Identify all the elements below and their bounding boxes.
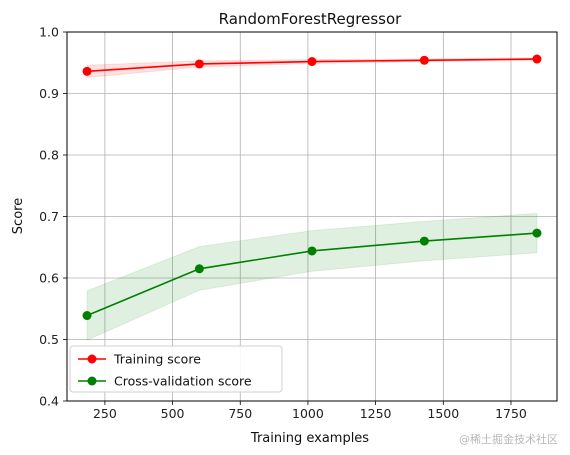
- legend: Training score Cross-validation score: [69, 345, 283, 393]
- series-1-point: [82, 311, 92, 321]
- series-1-point: [532, 228, 542, 238]
- series-1-band: [86, 212, 538, 341]
- legend-swatch-marker: [87, 376, 97, 386]
- x-tick-label: 250: [93, 406, 117, 421]
- confidence-bands: [86, 57, 538, 341]
- y-axis-label: Score: [11, 198, 26, 234]
- legend-box: [69, 345, 283, 393]
- series-0-point: [82, 66, 92, 76]
- series-0-point: [419, 55, 429, 65]
- series-lines: [82, 54, 542, 321]
- series-1-point: [194, 264, 204, 274]
- x-tick-label: 1500: [427, 406, 459, 421]
- y-tick-label: 0.4: [39, 394, 59, 409]
- series-1-point: [419, 236, 429, 246]
- y-tick-label: 0.6: [39, 271, 59, 286]
- legend-entry-label: Cross-validation score: [114, 374, 252, 389]
- x-ticks: 250 500 750 1000 1250 1500 1750: [93, 401, 527, 421]
- series-0-point: [194, 59, 204, 69]
- x-tick-label: 1250: [360, 406, 392, 421]
- series-0-point: [307, 57, 317, 67]
- x-tick-label: 1750: [495, 406, 527, 421]
- x-tick-label: 500: [161, 406, 185, 421]
- y-tick-label: 0.8: [39, 148, 59, 163]
- y-tick-label: 0.7: [39, 209, 59, 224]
- y-tick-label: 1.0: [39, 25, 59, 40]
- x-tick-label: 750: [228, 406, 252, 421]
- series-1-point: [307, 246, 317, 256]
- series-0-point: [532, 54, 542, 64]
- legend-swatch-marker: [87, 354, 97, 364]
- x-tick-label: 1000: [292, 406, 324, 421]
- chart-title: RandomForestRegressor: [219, 10, 403, 28]
- y-tick-label: 0.5: [39, 332, 59, 347]
- y-tick-label: 0.9: [39, 86, 59, 101]
- watermark: @稀土掘金技术社区: [459, 433, 558, 446]
- x-axis-label: Training examples: [250, 431, 369, 446]
- y-ticks: 0.4 0.5 0.6 0.7 0.8 0.9 1.0: [39, 25, 67, 409]
- legend-entry-label: Training score: [113, 352, 201, 367]
